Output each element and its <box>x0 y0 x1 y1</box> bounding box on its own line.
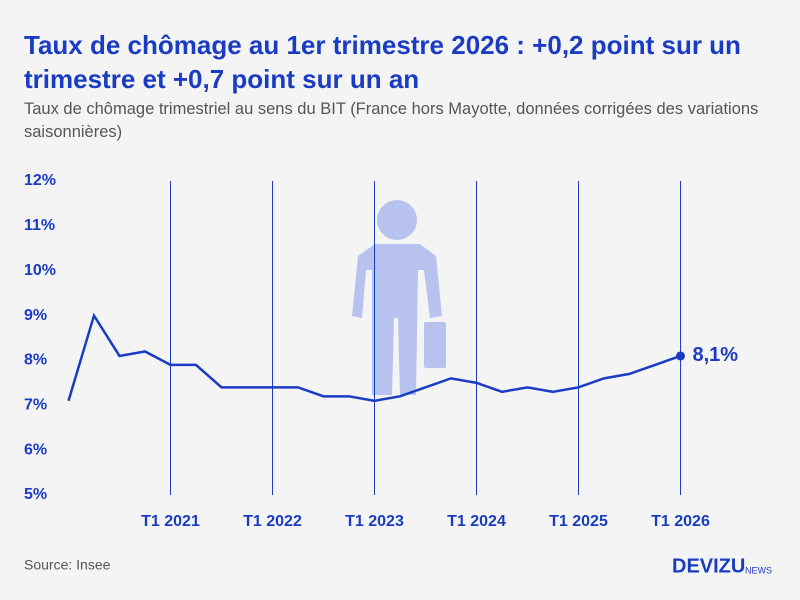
point <box>676 351 685 361</box>
x-tick-label: T1 2024 <box>447 513 506 530</box>
y-tick-label: 8% <box>24 352 47 369</box>
y-tick-label: 9% <box>24 307 47 324</box>
x-tick-label: T1 2026 <box>651 513 710 530</box>
y-tick-label: 10% <box>24 262 56 279</box>
brand: DEVIZU <box>672 555 745 577</box>
illustration <box>352 200 446 395</box>
y-tick-label: 12% <box>24 172 56 189</box>
brand-suffix: NEWS <box>745 565 772 575</box>
chart-title: Taux de chômage au 1er trimestre 2026 : … <box>24 30 741 94</box>
y-tick-label: 5% <box>24 486 47 503</box>
x-tick-label: T1 2021 <box>141 513 200 530</box>
x-tick-label: T1 2022 <box>243 513 302 530</box>
source: Source: Insee <box>24 557 111 573</box>
x-tick-label: T1 2023 <box>345 513 404 530</box>
y-tick-label: 11% <box>24 217 55 234</box>
data-label: 8,1% <box>693 344 739 366</box>
header: Taux de chômage au 1er trimestre 2026 : … <box>24 28 774 144</box>
y-tick-label: 6% <box>24 441 47 458</box>
y-tick-label: 7% <box>24 397 47 414</box>
line <box>67 312 681 403</box>
chart-subtitle: Taux de chômage trimestriel au sens du B… <box>24 100 759 141</box>
x-tick-label: T1 2025 <box>549 513 608 530</box>
